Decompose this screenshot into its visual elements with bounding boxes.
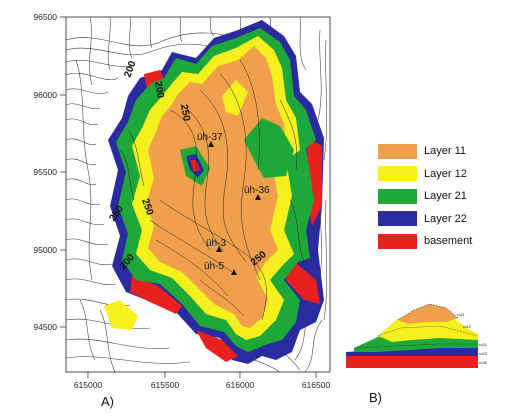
legend-item: Layer 22 bbox=[378, 208, 472, 231]
contour-label: 200 bbox=[122, 59, 138, 79]
legend: Layer 11 Layer 12 Layer 21 Layer 22 base… bbox=[378, 140, 472, 253]
xs-label: ro30 bbox=[479, 360, 488, 365]
topographic-contours bbox=[66, 17, 328, 372]
legend-item: Layer 11 bbox=[378, 140, 472, 163]
legend-item: Layer 12 bbox=[378, 163, 472, 186]
legend-swatch bbox=[378, 188, 417, 204]
xs-label: ro22 bbox=[479, 351, 488, 356]
xs-layer-11 bbox=[398, 304, 458, 324]
layer-21-area bbox=[244, 118, 294, 178]
legend-swatch bbox=[378, 233, 417, 249]
panel-a-label: A) bbox=[101, 394, 114, 409]
well-marker-icon bbox=[255, 194, 261, 200]
basement-area bbox=[130, 276, 182, 314]
well-label: üh-37 bbox=[197, 132, 223, 143]
legend-label: Layer 12 bbox=[424, 167, 467, 180]
legend-label: Layer 21 bbox=[424, 190, 467, 203]
legend-label: basement bbox=[424, 235, 473, 248]
x-tick-label: 616500 bbox=[302, 380, 331, 390]
geology-layers bbox=[104, 20, 324, 364]
legend-swatch bbox=[378, 211, 417, 227]
xs-label: ro21 bbox=[479, 342, 488, 347]
contour-label: 250 bbox=[178, 104, 192, 123]
well-marker-icon bbox=[231, 269, 237, 275]
x-tick-label: 615500 bbox=[151, 380, 180, 390]
basement-area bbox=[190, 160, 200, 172]
map-frame bbox=[65, 16, 331, 373]
y-tick-label: 95500 bbox=[33, 167, 57, 177]
layer-12-area bbox=[222, 80, 248, 116]
legend-item: basement bbox=[378, 230, 472, 253]
well-label: üh-36 bbox=[244, 185, 270, 196]
y-tick-label: 96500 bbox=[33, 12, 57, 22]
legend-item: Layer 21 bbox=[378, 185, 472, 208]
contour-label: 200 bbox=[152, 81, 166, 100]
overlay-contours bbox=[119, 59, 305, 321]
cross-section: ro11 ro12 ro21 ro22 ro30 bbox=[346, 303, 488, 368]
basement-area bbox=[196, 330, 238, 362]
axis-ticks bbox=[60, 16, 317, 378]
y-tick-label: 95000 bbox=[33, 245, 57, 255]
legend-swatch bbox=[378, 166, 417, 182]
xs-label: ro11 bbox=[457, 312, 465, 317]
panel-b-label: B) bbox=[369, 390, 382, 405]
layer-12-area bbox=[104, 300, 138, 330]
legend-label: Layer 11 bbox=[424, 145, 466, 158]
well-label: üh-3 bbox=[206, 238, 226, 249]
y-tick-label: 94500 bbox=[33, 322, 57, 332]
y-tick-label: 96000 bbox=[33, 90, 57, 100]
x-tick-label: 616000 bbox=[226, 380, 255, 390]
x-tick-label: 615000 bbox=[74, 380, 103, 390]
basement-area bbox=[286, 258, 320, 304]
well-markers bbox=[208, 141, 261, 275]
well-label: üh-5 bbox=[204, 261, 224, 272]
well-marker-icon bbox=[216, 246, 222, 252]
well-marker-icon bbox=[208, 141, 214, 147]
xs-label: ro12 bbox=[463, 324, 472, 329]
legend-swatch bbox=[378, 143, 417, 159]
legend-label: Layer 22 bbox=[424, 212, 467, 225]
